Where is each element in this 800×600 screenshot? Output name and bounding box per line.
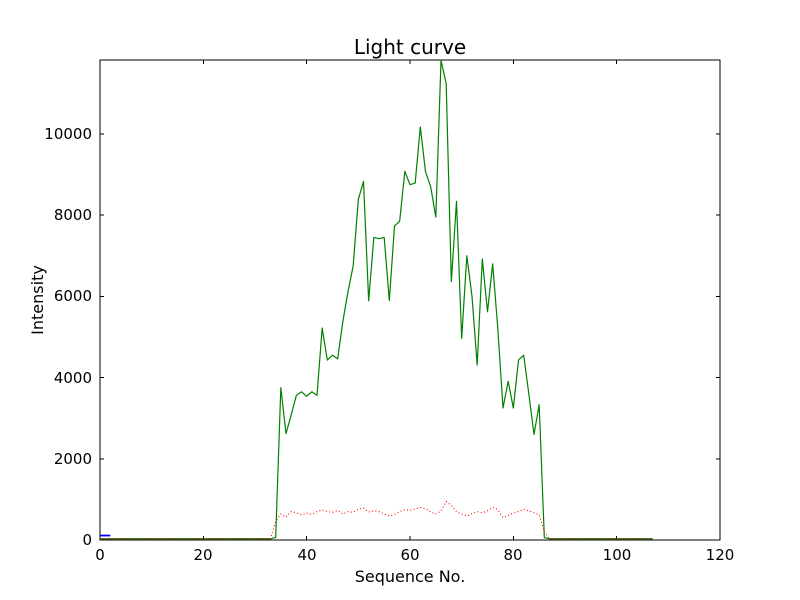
- y-tick-label-2000: 2000: [53, 450, 92, 468]
- x-tick-label-20: 20: [193, 546, 213, 564]
- green-series-line: [100, 59, 653, 540]
- x-tick-label-40: 40: [297, 546, 317, 564]
- y-tick-label-0: 0: [82, 531, 92, 549]
- y-tick-label-8000: 8000: [53, 206, 92, 224]
- red-series-line: [100, 500, 653, 540]
- y-tick-label-10000: 10000: [44, 125, 92, 143]
- x-tick-label-120: 120: [705, 546, 735, 564]
- axes-box: [99, 59, 721, 541]
- x-tick-label-100: 100: [602, 546, 632, 564]
- x-tick-label-80: 80: [503, 546, 523, 564]
- y-tick-label-6000: 6000: [53, 287, 92, 305]
- x-tick-label-0: 0: [95, 546, 105, 564]
- x-axis-label: Sequence No.: [354, 567, 466, 586]
- chart-title: Light curve: [353, 35, 467, 59]
- y-tick-label-4000: 4000: [53, 369, 92, 387]
- x-tick-label-60: 60: [400, 546, 420, 564]
